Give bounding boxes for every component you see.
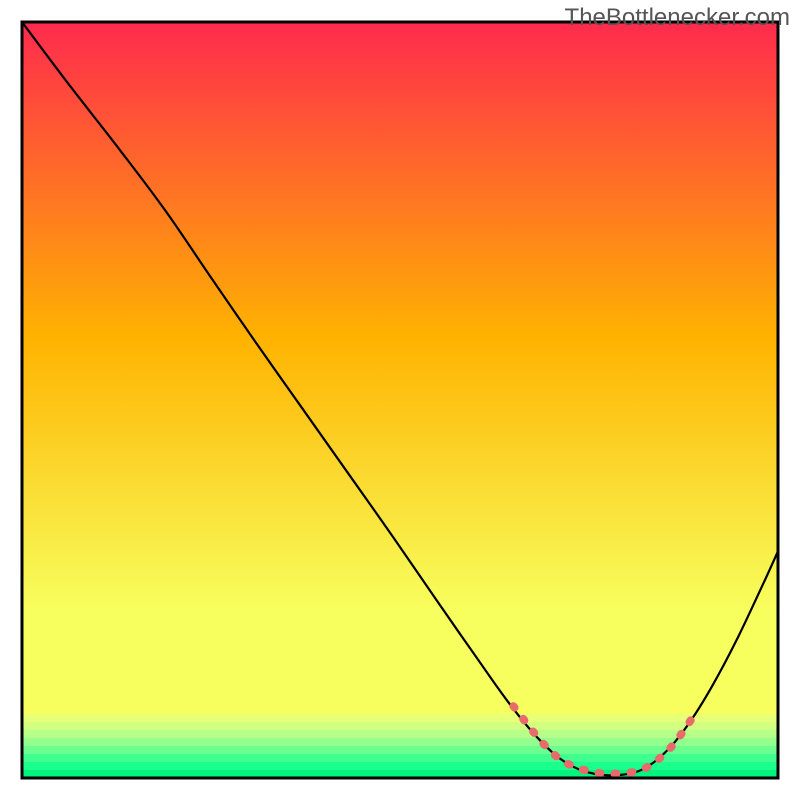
- green-band: [22, 762, 778, 771]
- green-band: [22, 754, 778, 763]
- green-band: [22, 730, 778, 739]
- green-band: [22, 738, 778, 747]
- gradient-background: [22, 22, 778, 715]
- bottom-green-bands: [22, 714, 778, 779]
- watermark-text: TheBottlenecker.com: [565, 4, 790, 32]
- bottleneck-curve-chart: [0, 0, 800, 800]
- green-band: [22, 722, 778, 731]
- chart-container: TheBottlenecker.com: [0, 0, 800, 800]
- green-band: [22, 714, 778, 723]
